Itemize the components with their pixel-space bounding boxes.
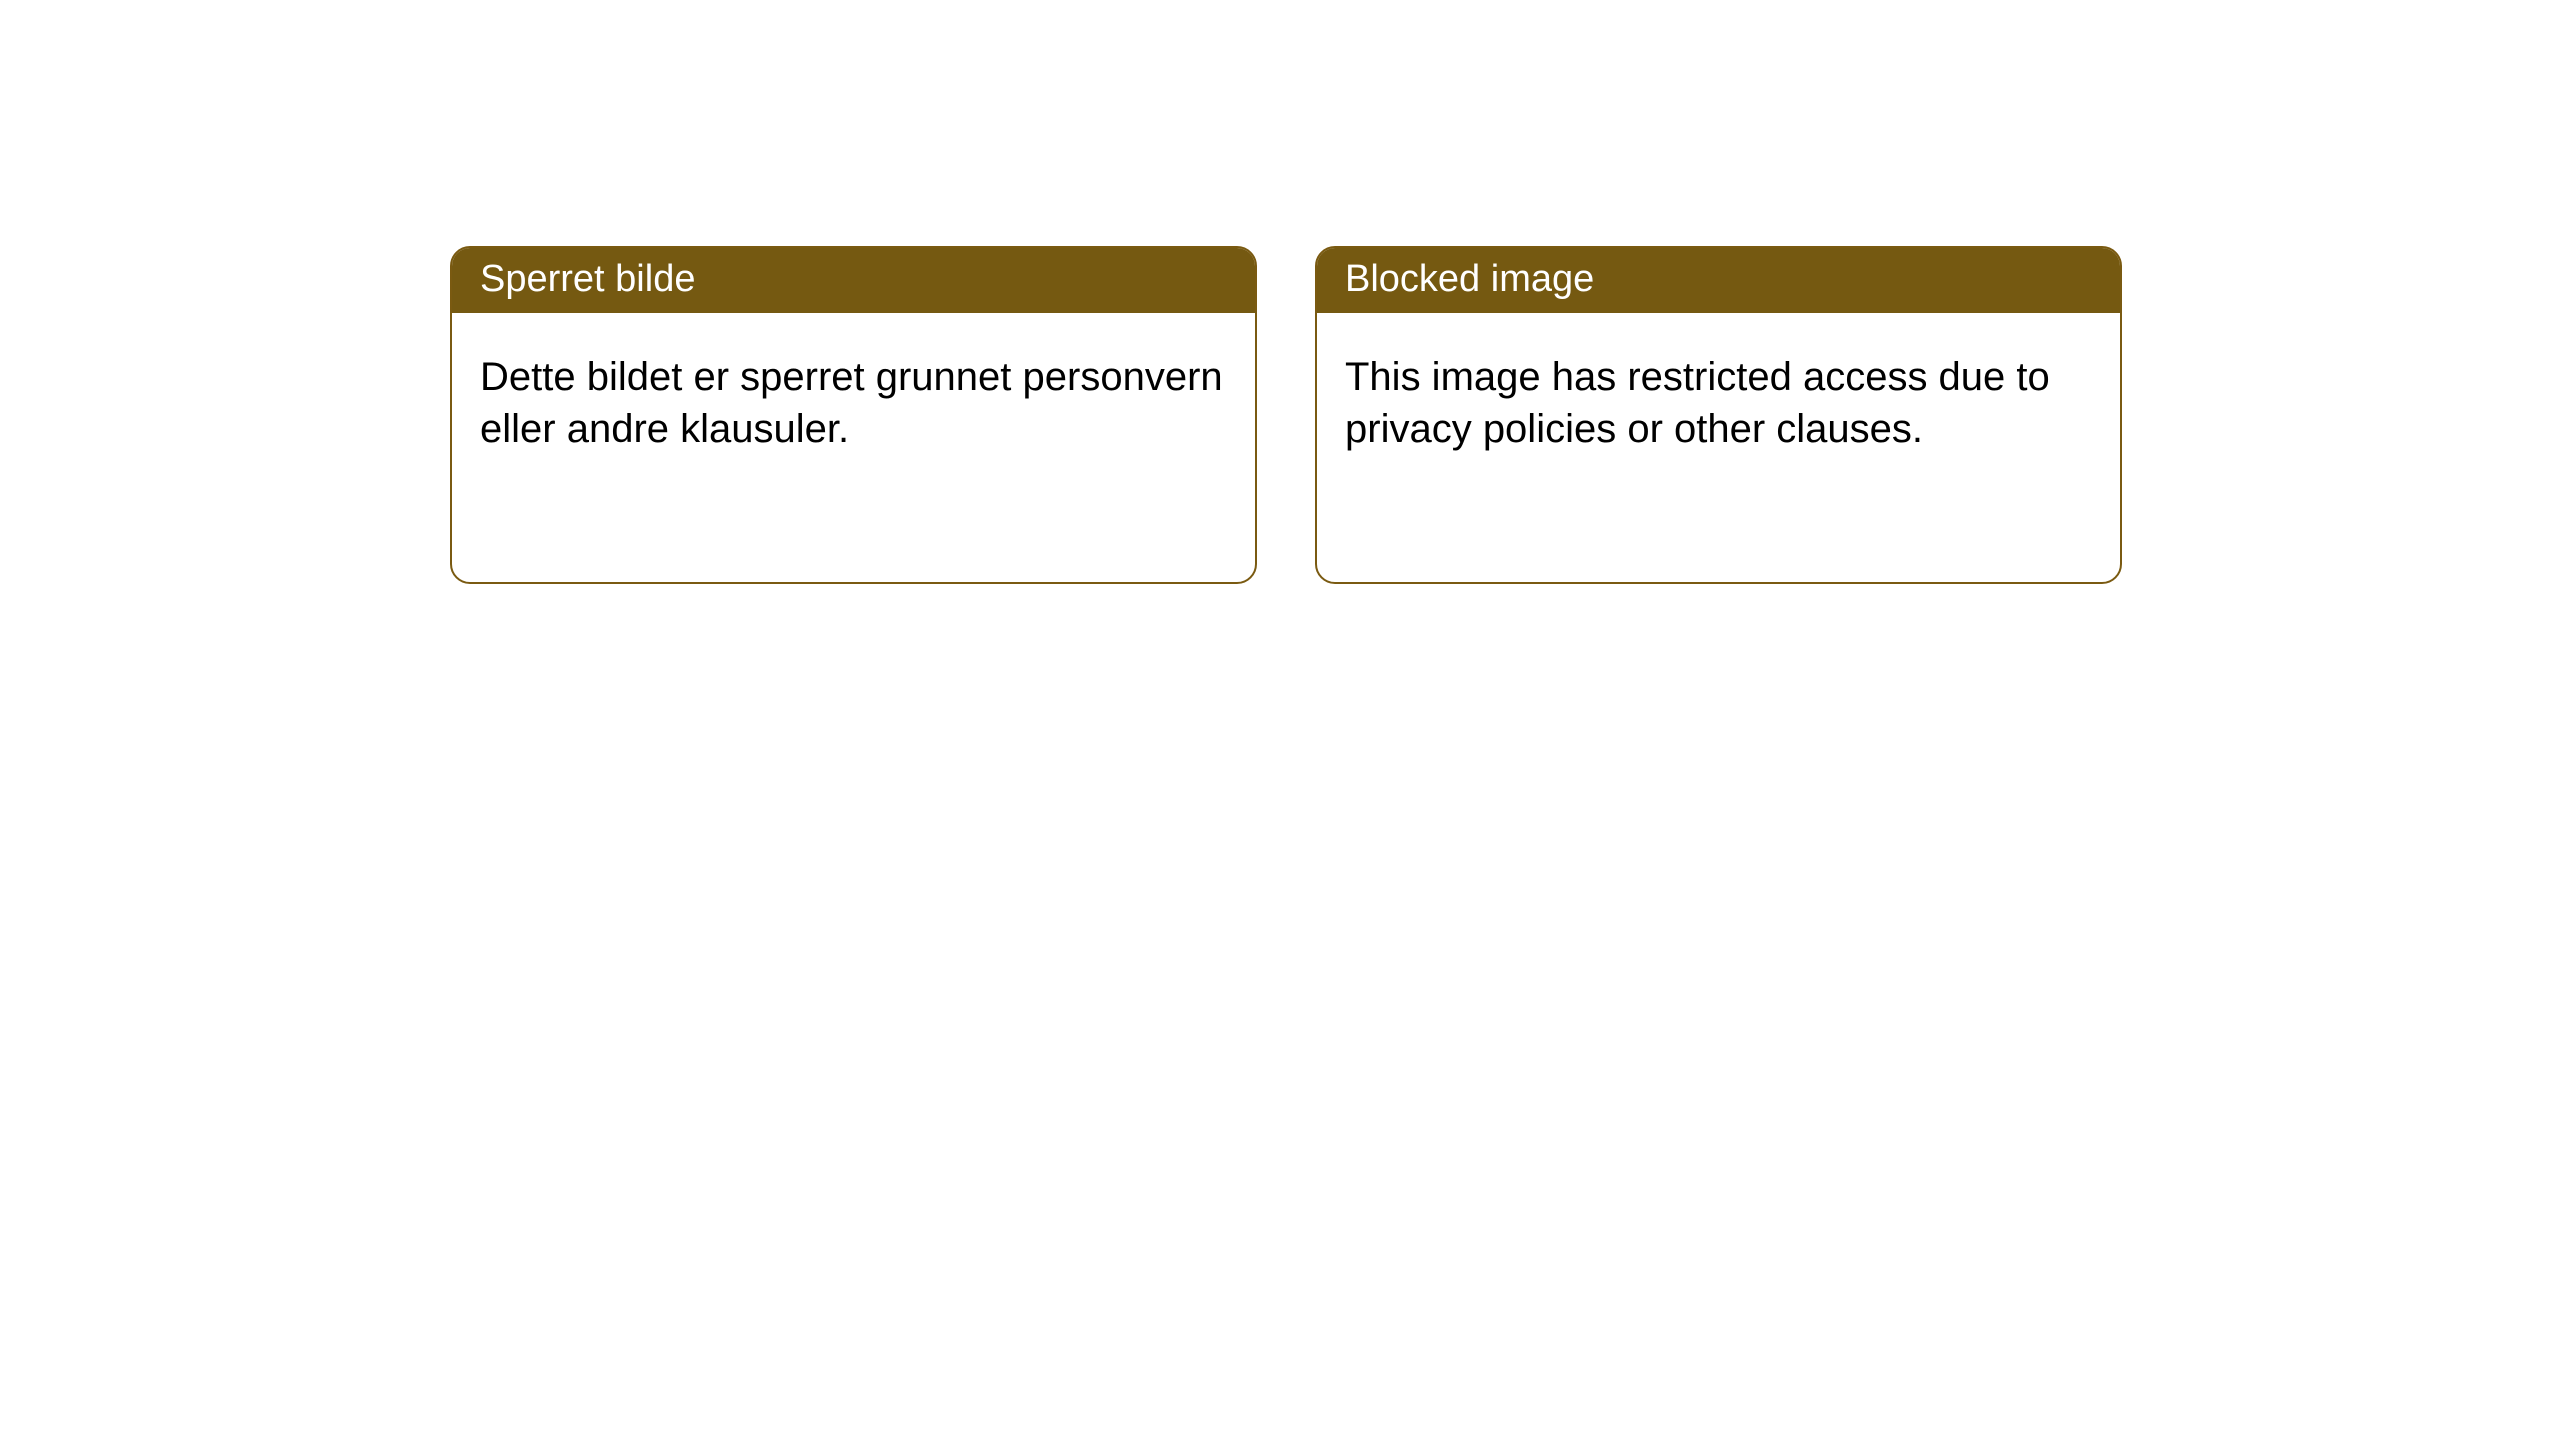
notice-cards-container: Sperret bilde Dette bildet er sperret gr… — [0, 0, 2560, 584]
notice-card-english: Blocked image This image has restricted … — [1315, 246, 2122, 584]
card-title: Blocked image — [1317, 248, 2120, 313]
card-body-text: Dette bildet er sperret grunnet personve… — [452, 313, 1255, 493]
card-title: Sperret bilde — [452, 248, 1255, 313]
notice-card-norwegian: Sperret bilde Dette bildet er sperret gr… — [450, 246, 1257, 584]
card-body-text: This image has restricted access due to … — [1317, 313, 2120, 493]
